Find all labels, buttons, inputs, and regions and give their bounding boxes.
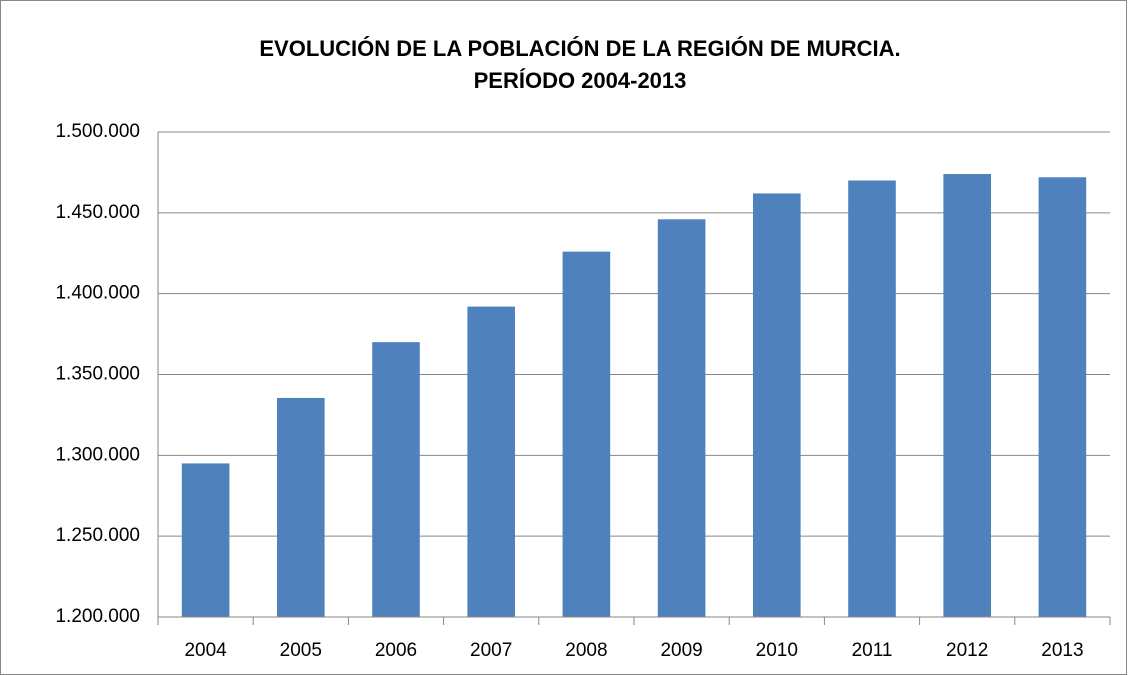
x-tick-label: 2007 [470, 640, 512, 661]
bar [467, 306, 515, 617]
bar [848, 180, 896, 617]
x-tick-label: 2005 [280, 640, 322, 661]
y-tick-label: 1.200.000 [55, 606, 140, 627]
x-tick-label: 2004 [184, 640, 227, 661]
x-tick-label: 2006 [375, 640, 417, 661]
bar [277, 397, 325, 617]
y-tick-label: 1.350.000 [55, 364, 140, 385]
y-tick-label: 1.400.000 [55, 283, 140, 304]
x-tick-label: 2009 [660, 640, 702, 661]
x-tick-label: 2013 [1041, 640, 1083, 661]
y-tick-label: 1.300.000 [55, 444, 140, 465]
chart-title: EVOLUCIÓN DE LA POBLACIÓN DE LA REGIÓN D… [259, 36, 900, 61]
x-tick-label: 2011 [852, 640, 893, 661]
bar [657, 219, 706, 618]
bar [943, 174, 991, 618]
y-tick-label: 1.450.000 [55, 202, 140, 223]
chart-title: PERÍODO 2004-2013 [474, 68, 687, 93]
bar [181, 463, 230, 617]
x-tick-label: 2010 [756, 640, 798, 661]
bar [1038, 177, 1087, 617]
bar [753, 193, 801, 617]
x-tick-label: 2008 [565, 640, 607, 661]
y-tick-label: 1.500.000 [55, 121, 140, 142]
bar [372, 342, 420, 617]
bar [562, 251, 611, 617]
x-tick-label: 2012 [946, 640, 988, 661]
y-tick-label: 1.250.000 [55, 525, 140, 546]
